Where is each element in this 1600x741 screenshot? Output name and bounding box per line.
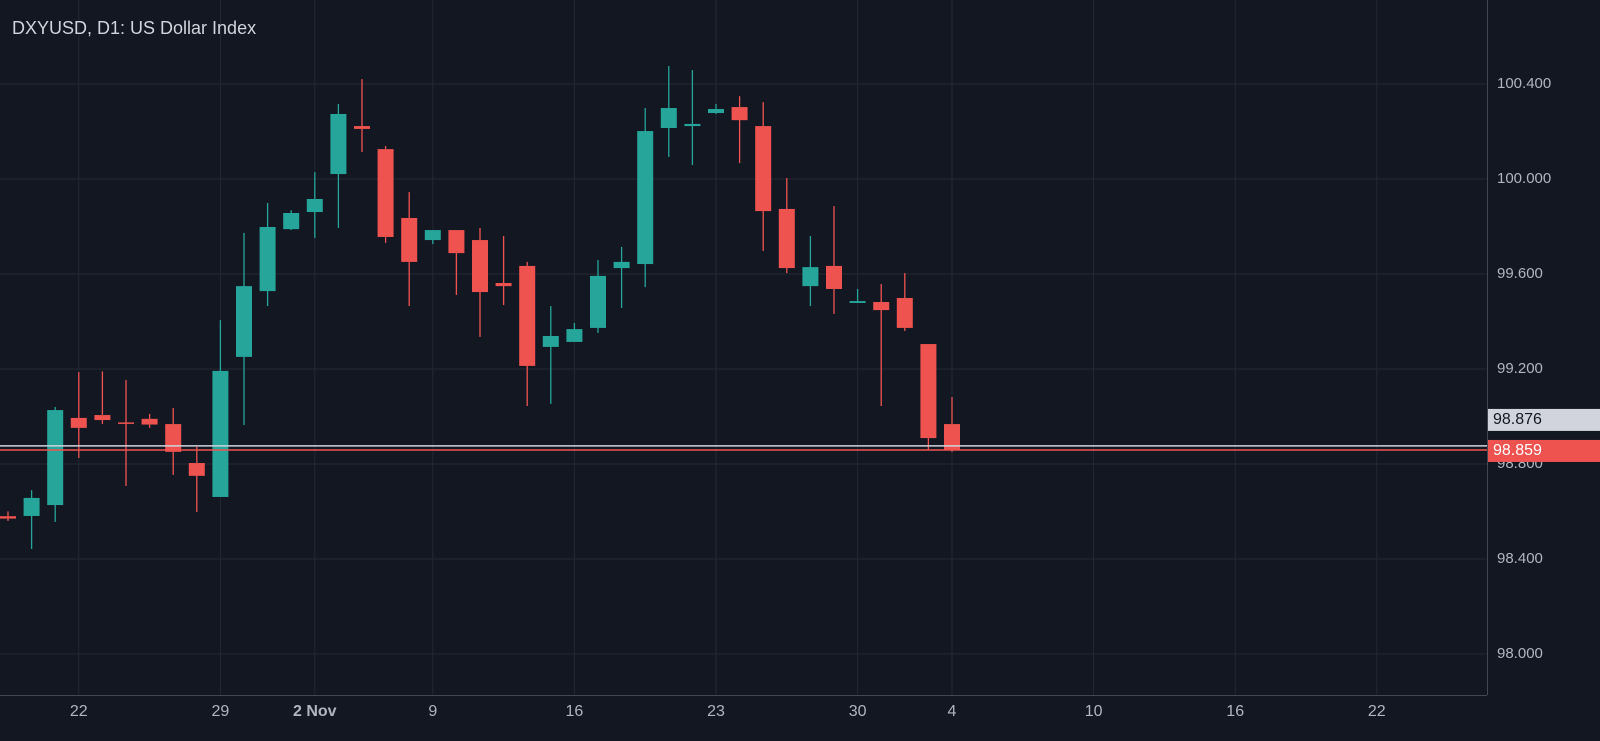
- y-tick-label: 99.600: [1497, 265, 1543, 282]
- x-tick-label: 23: [707, 703, 725, 720]
- candle-body: [731, 107, 748, 121]
- candle-body: [778, 208, 795, 269]
- candle-body: [47, 410, 64, 506]
- candle-body: [896, 297, 913, 328]
- candle-body: [873, 302, 890, 311]
- candle-body: [141, 418, 158, 425]
- candle-body: [283, 212, 300, 230]
- candle-body: [424, 230, 441, 241]
- candle-body: [306, 198, 323, 213]
- chart-title: DXYUSD, D1: US Dollar Index: [12, 18, 256, 38]
- candle-body: [684, 123, 701, 127]
- candle-body: [448, 230, 465, 254]
- candle-body: [0, 516, 16, 519]
- y-tick-label: 100.000: [1497, 170, 1551, 187]
- candle-body: [542, 335, 559, 347]
- x-tick-label: 22: [70, 703, 88, 720]
- candle-body: [590, 275, 606, 328]
- y-tick-label: 98.400: [1497, 550, 1543, 567]
- candle-body: [165, 424, 182, 452]
- candle-body: [354, 126, 370, 129]
- candle-body: [826, 265, 842, 289]
- y-tick-label: 100.400: [1497, 75, 1551, 92]
- candle-body: [849, 301, 866, 303]
- candle-body: [377, 149, 394, 237]
- y-tick-label: 99.200: [1497, 360, 1543, 377]
- x-tick-label: 4: [948, 703, 957, 720]
- candle-body: [708, 108, 724, 114]
- price-label-box: [1488, 408, 1600, 431]
- candle-body: [70, 417, 87, 428]
- x-tick-label: 16: [1226, 703, 1244, 720]
- candle-body: [212, 370, 229, 497]
- x-tick-label: 2 Nov: [293, 703, 337, 720]
- candle-body: [637, 131, 654, 265]
- candle-body: [660, 108, 677, 128]
- candle-body: [920, 344, 937, 439]
- candle-body: [259, 226, 276, 292]
- candle-body: [495, 283, 512, 287]
- y-tick-label: 98.000: [1497, 645, 1543, 662]
- candle-body: [566, 329, 583, 342]
- candle-body: [755, 126, 772, 212]
- candle-body: [94, 415, 111, 421]
- x-tick-label: 22: [1368, 703, 1386, 720]
- price-label: 98.876: [1493, 411, 1542, 428]
- candle-body: [613, 261, 630, 269]
- x-tick-label: 30: [849, 703, 867, 720]
- price-label-box: [1488, 439, 1600, 462]
- x-tick-label: 10: [1085, 703, 1103, 720]
- candle-body: [802, 267, 819, 287]
- price-label: 98.859: [1493, 442, 1542, 459]
- candle-body: [188, 463, 205, 476]
- candle-body: [23, 497, 40, 516]
- candle-body: [118, 422, 134, 424]
- x-tick-label: 9: [428, 703, 437, 720]
- candle-body: [519, 265, 536, 366]
- candle-body: [944, 424, 960, 450]
- candle-body: [472, 240, 488, 293]
- candle-body: [330, 113, 347, 175]
- x-tick-label: 16: [566, 703, 584, 720]
- candle-body: [236, 286, 252, 357]
- x-tick-label: 29: [212, 703, 230, 720]
- candle-body: [401, 217, 418, 262]
